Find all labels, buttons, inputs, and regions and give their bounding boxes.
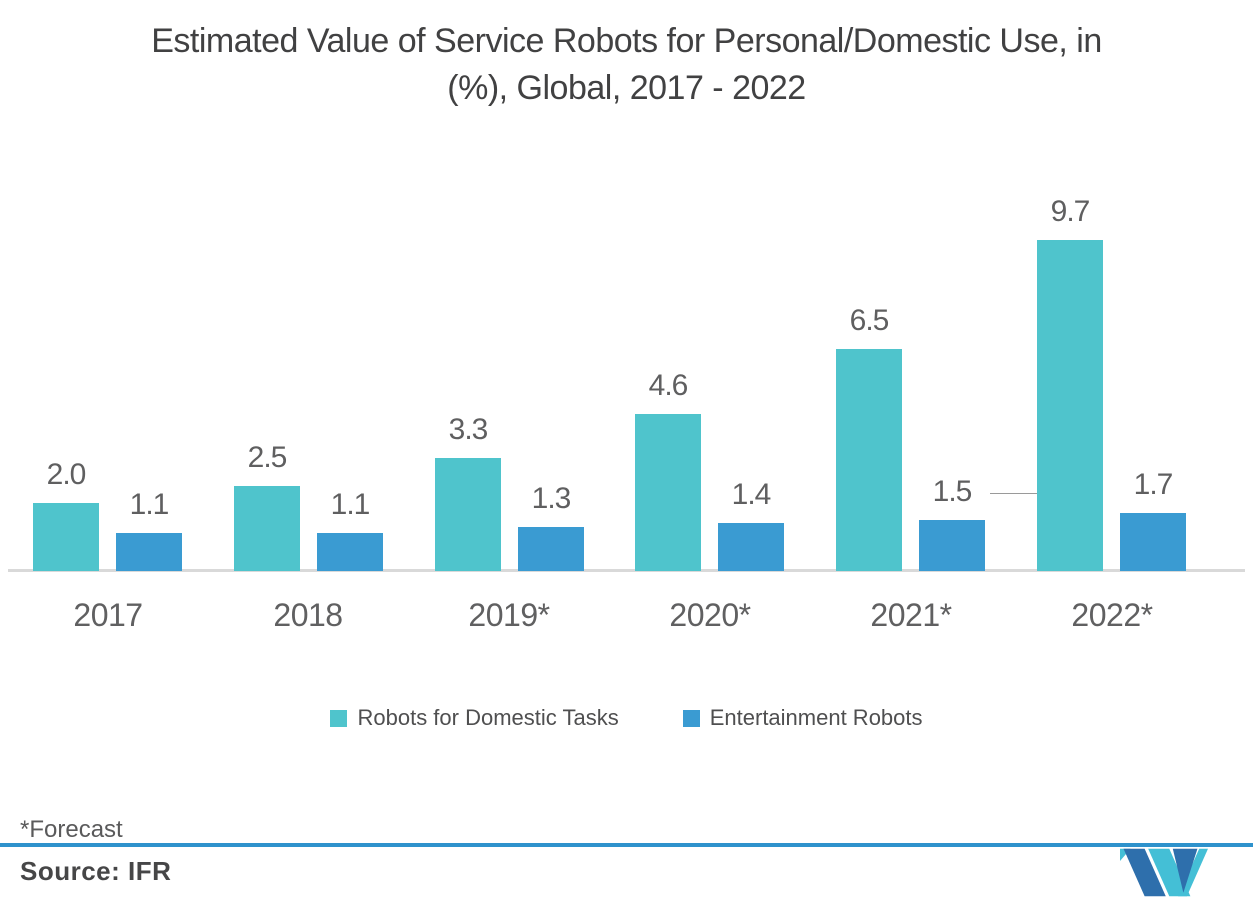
legend-swatch-domestic-icon xyxy=(330,709,348,727)
x-axis-label-2017: 2017 xyxy=(73,597,143,633)
legend-item-domestic: Robots for Domestic Tasks xyxy=(330,705,619,731)
bar-entertainment-2019 xyxy=(518,527,584,571)
x-axis-label-2018: 2018 xyxy=(273,597,343,633)
page-title-line2: (%), Global, 2017 - 2022 xyxy=(447,69,806,107)
legend-label-entertainment: Entertainment Robots xyxy=(709,705,923,730)
bar-domestic-2019 xyxy=(435,458,501,571)
bar-value-label: 1.1 xyxy=(129,488,170,521)
label-leader-line xyxy=(990,493,1037,494)
forecast-footnote: *Forecast xyxy=(20,816,123,843)
page-title: Estimated Value of Service Robots for Pe… xyxy=(0,18,1253,112)
legend: Robots for Domestic Tasks Entertainment … xyxy=(0,705,1253,731)
bar-value-label: 1.7 xyxy=(1133,468,1174,501)
bar-value-label: 1.1 xyxy=(330,488,371,521)
bar-entertainment-2021 xyxy=(919,520,985,571)
legend-item-entertainment: Entertainment Robots xyxy=(682,705,923,731)
bar-value-label: 1.3 xyxy=(531,482,572,515)
mordor-intelligence-logo-icon xyxy=(1120,848,1208,897)
bar-value-label: 9.7 xyxy=(1050,195,1091,228)
bar-domestic-2021 xyxy=(836,349,902,571)
bar-entertainment-2022 xyxy=(1120,513,1186,571)
x-axis-label-2020: 2020* xyxy=(669,597,751,633)
bar-value-label: 1.4 xyxy=(731,478,772,511)
x-axis-label-2022: 2022* xyxy=(1071,597,1153,633)
bar-entertainment-2020 xyxy=(718,523,784,571)
bar-domestic-2020 xyxy=(635,414,701,571)
bar-domestic-2017 xyxy=(33,503,99,571)
source-text: Source: IFR xyxy=(20,856,172,886)
legend-label-domestic: Robots for Domestic Tasks xyxy=(357,705,619,730)
bar-value-label: 2.0 xyxy=(46,458,87,491)
bar-value-label: 1.5 xyxy=(932,475,973,508)
x-axis-label-2021: 2021* xyxy=(870,597,952,633)
page-title-line1: Estimated Value of Service Robots for Pe… xyxy=(151,22,1102,60)
footer-divider-line xyxy=(0,843,1253,847)
legend-swatch-entertainment-icon xyxy=(682,709,700,727)
x-axis-line xyxy=(8,569,1245,572)
bar-domestic-2018 xyxy=(234,486,300,571)
x-axis-label-2019: 2019* xyxy=(468,597,550,633)
bar-value-label: 4.6 xyxy=(648,369,689,402)
bar-entertainment-2018 xyxy=(317,533,383,571)
bar-value-label: 3.3 xyxy=(448,413,489,446)
bar-value-label: 6.5 xyxy=(849,304,890,337)
bar-value-label: 2.5 xyxy=(247,441,288,474)
bar-domestic-2022 xyxy=(1037,240,1103,571)
bar-entertainment-2017 xyxy=(116,533,182,571)
